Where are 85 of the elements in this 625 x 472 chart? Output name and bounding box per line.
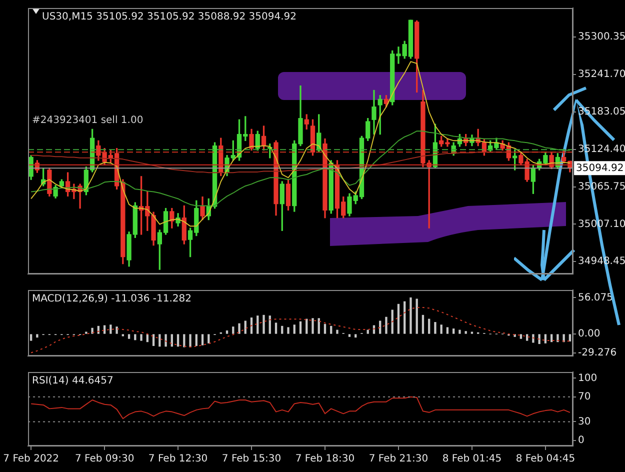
bar [183,334,186,348]
bar [538,334,540,344]
bar [238,323,240,334]
bar [134,334,136,340]
bar [520,334,522,339]
bar [562,334,565,342]
bar [176,334,180,347]
bar [189,334,192,348]
bar [458,330,461,334]
ref-line-label: 35094.92 [576,162,624,174]
x-tick-label: 7 Feb 2022 [3,454,60,465]
y-tick-label: -29.276 [578,348,617,359]
bar [201,334,204,346]
ref-line-label: #243923401 sell 1.00 [32,115,144,126]
bar [164,334,167,347]
x-tick-label: 7 Feb 15:30 [222,454,282,465]
y-tick-label: 0.00 [578,328,600,340]
bar [550,334,553,342]
x-tick-label: 8 Feb 01:45 [442,454,502,465]
bar [244,320,246,334]
x-tick-label: 8 Feb 04:45 [516,454,576,465]
bar [532,334,534,343]
line-series [30,306,570,354]
bar [330,326,332,334]
y-tick-label: 35241.70 [578,69,625,80]
bar [428,318,430,334]
bar [299,321,302,334]
y-tick-label: 100 [578,372,598,384]
bar [312,318,314,334]
x-tick-label: 7 Feb 09:30 [74,454,134,465]
bar [256,316,259,334]
bar [36,334,38,338]
bar [318,318,320,334]
bar [158,334,161,347]
bar [306,318,308,334]
bar [464,331,467,334]
bar [128,334,130,339]
bar [446,327,449,334]
bar [422,314,424,334]
chart-title: US30,M15 35105.92 35105.92 35088.92 35094.92 [42,12,296,23]
bar [404,301,406,334]
bar [385,316,388,334]
bar [91,328,94,334]
chart-title: MACD(12,26,9) -11.036 -11.282 [32,294,192,305]
bar [170,334,173,347]
bar [293,324,296,334]
bar [30,334,32,341]
bar [410,297,412,334]
x-tick-label: 7 Feb 21:30 [368,454,428,465]
bar [232,326,234,334]
bar [391,310,394,334]
y-tick-label: 30 [578,416,591,428]
bar [287,327,290,334]
bar [366,330,369,334]
bar [354,334,357,338]
bar [544,334,547,344]
bar [416,298,418,334]
bar [226,330,228,334]
x-tick-label: 7 Feb 18:30 [295,454,355,465]
bar [152,334,155,346]
y-tick-label: 35300.35 [578,32,625,43]
bar [556,334,559,342]
bar [397,304,400,334]
bar [116,326,118,334]
y-tick-label: 0 [578,434,584,446]
y-tick-label: 70 [578,391,591,402]
bar [208,334,210,344]
chart-title: RSI(14) 44.6457 [32,376,114,387]
bar [348,334,351,337]
bar [274,322,278,334]
bar [324,324,326,334]
bar [336,330,338,334]
bar [379,320,382,334]
x-tick-label: 7 Feb 12:30 [148,454,208,465]
bar [195,334,198,346]
bar [110,324,112,334]
bar [568,334,572,342]
bar [526,334,528,341]
y-tick-label: 56.075 [578,292,613,304]
bar [281,326,284,334]
bar [452,328,455,334]
bar [140,334,142,341]
bar [434,322,436,334]
bar [440,324,442,334]
bar [262,314,265,334]
